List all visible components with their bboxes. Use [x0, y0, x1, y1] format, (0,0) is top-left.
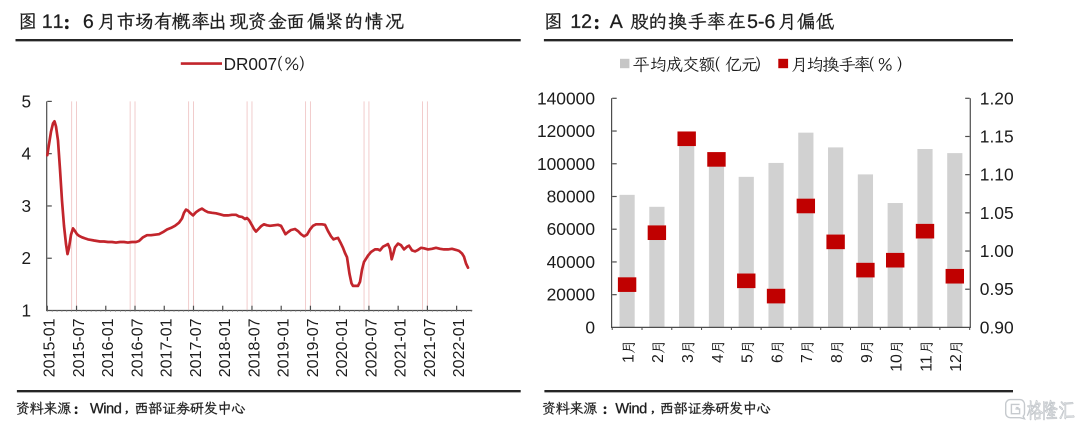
svg-text:1: 1 [21, 301, 31, 321]
svg-text:2021-07: 2021-07 [422, 318, 439, 377]
svg-text:9: 9 [859, 354, 876, 363]
svg-text:2020-01: 2020-01 [334, 318, 351, 377]
svg-text:2017-01: 2017-01 [159, 318, 176, 377]
svg-text:120000: 120000 [537, 121, 595, 141]
svg-text:DR007: DR007 [224, 54, 278, 74]
svg-text:0.95: 0.95 [980, 279, 1014, 299]
svg-text:3: 3 [680, 354, 697, 363]
svg-text:2: 2 [21, 248, 31, 268]
svg-text:1.00: 1.00 [980, 241, 1014, 261]
svg-text:2018-01: 2018-01 [217, 318, 234, 377]
svg-text:2: 2 [650, 354, 667, 363]
svg-text:2017-07: 2017-07 [188, 318, 205, 377]
svg-text:7: 7 [799, 354, 816, 363]
svg-text:6: 6 [769, 354, 786, 363]
svg-text:1.15: 1.15 [980, 126, 1014, 146]
svg-text:100000: 100000 [537, 154, 595, 174]
svg-text:4: 4 [21, 144, 31, 164]
svg-text:10: 10 [889, 354, 906, 372]
svg-text:0.90: 0.90 [980, 317, 1014, 337]
svg-text:2021-01: 2021-01 [393, 318, 410, 377]
svg-text:40000: 40000 [547, 252, 595, 272]
svg-text:8: 8 [829, 354, 846, 363]
svg-text:2015-07: 2015-07 [71, 318, 88, 377]
svg-text:80000: 80000 [547, 186, 595, 206]
svg-text:2018-07: 2018-07 [246, 318, 263, 377]
svg-text:4: 4 [710, 354, 727, 363]
svg-text:0: 0 [585, 317, 595, 337]
svg-text:2019-01: 2019-01 [276, 318, 293, 377]
svg-text:5: 5 [21, 91, 31, 111]
svg-text:1.20: 1.20 [980, 88, 1014, 108]
svg-text:5: 5 [740, 354, 757, 363]
svg-text:2022-01: 2022-01 [451, 318, 468, 377]
svg-text:2020-07: 2020-07 [363, 318, 380, 377]
svg-text:1.10: 1.10 [980, 165, 1014, 185]
svg-text:2015-01: 2015-01 [42, 318, 59, 377]
svg-text:2016-01: 2016-01 [100, 318, 117, 377]
svg-text:2016-07: 2016-07 [129, 318, 146, 377]
svg-text:1: 1 [620, 354, 637, 363]
svg-text:20000: 20000 [547, 285, 595, 305]
svg-text:1.05: 1.05 [980, 203, 1014, 223]
svg-text:140000: 140000 [537, 88, 595, 108]
svg-text:11: 11 [918, 355, 935, 372]
svg-text:2019-07: 2019-07 [305, 318, 322, 377]
svg-text:60000: 60000 [547, 219, 595, 239]
svg-text:3: 3 [21, 196, 31, 216]
svg-text:12: 12 [948, 354, 965, 372]
